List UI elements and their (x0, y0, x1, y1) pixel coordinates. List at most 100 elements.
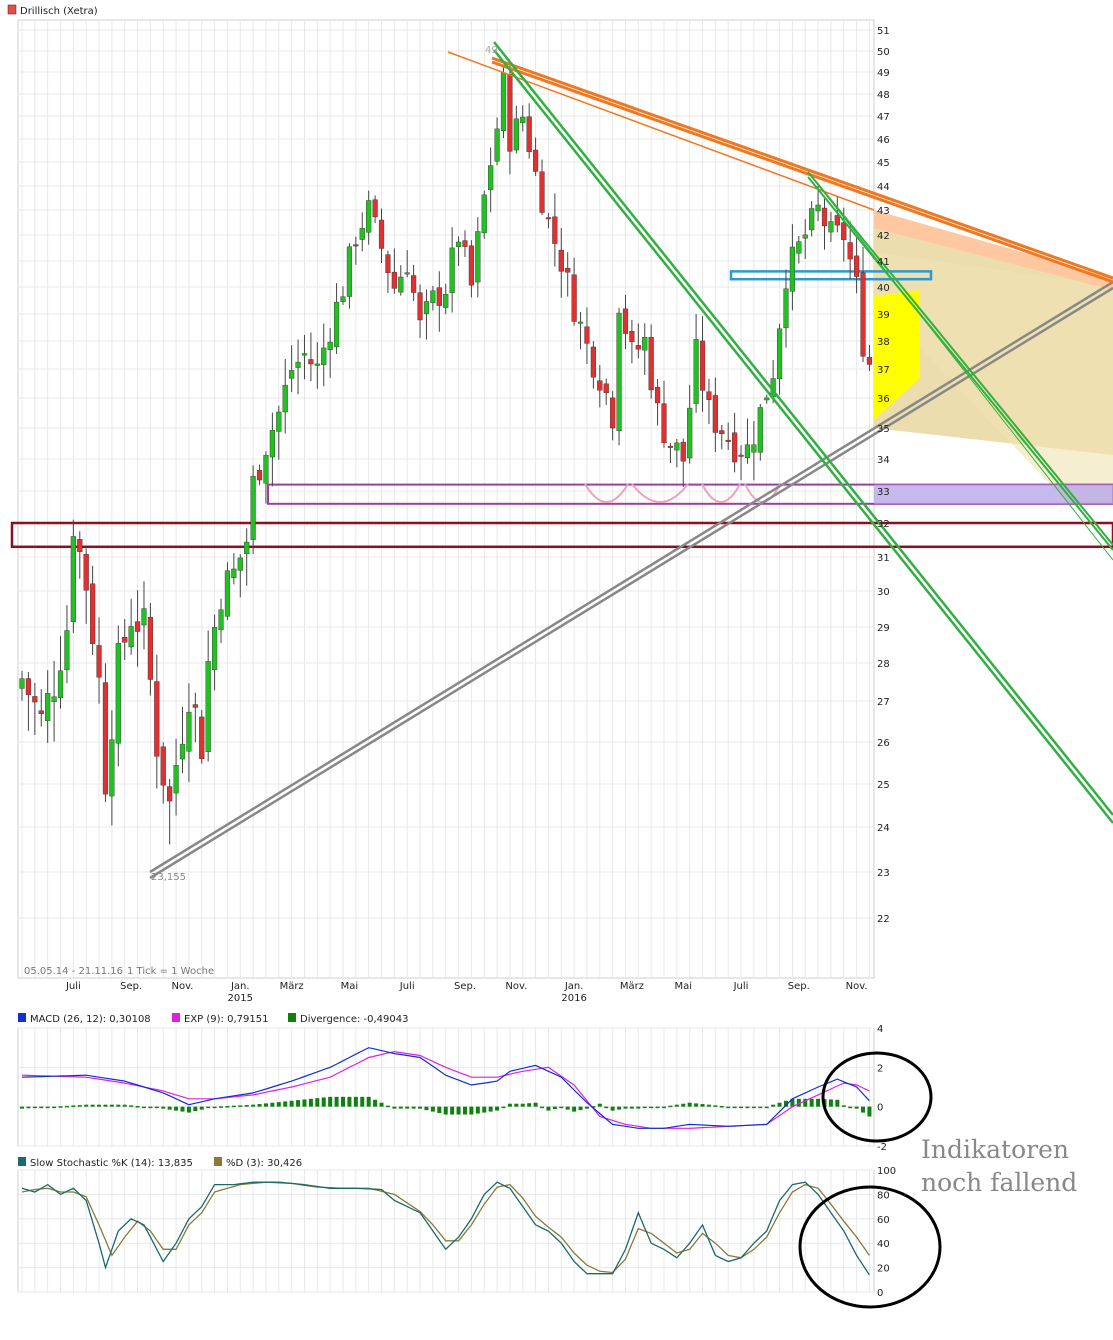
candle-body (186, 711, 192, 752)
candle-body (783, 288, 789, 329)
divergence-bar (719, 1106, 724, 1108)
candle-body (38, 710, 44, 714)
divergence-bar (289, 1100, 294, 1107)
pink-bottom-mark (584, 483, 629, 503)
candle-body (687, 407, 693, 459)
divergence-bar (816, 1098, 821, 1107)
candle-body (860, 272, 866, 357)
candle-body (160, 746, 166, 786)
divergence-bar (71, 1105, 76, 1107)
candle-body (289, 370, 295, 379)
divergence-bar (488, 1106, 493, 1112)
candle-body (359, 228, 365, 240)
divergence-bar (103, 1104, 108, 1107)
divergence-bar (193, 1106, 198, 1112)
candle-body (436, 287, 442, 306)
divergence-bar (77, 1105, 82, 1107)
price-tick-label: 28 (877, 659, 890, 670)
candle-body (725, 439, 731, 442)
candle-body (552, 216, 558, 244)
price-tick-label: 45 (877, 158, 890, 169)
divergence-bar (572, 1106, 577, 1112)
divergence-bar (771, 1104, 776, 1107)
candle-body (141, 608, 147, 626)
divergence-bar (861, 1106, 866, 1113)
divergence-bar (26, 1106, 31, 1109)
time-tick-label: Mai (674, 981, 692, 992)
divergence-bar (167, 1106, 172, 1110)
macd-panel: MACD (26, 12): 0,30108 EXP (9): 0,79151 … (17, 1013, 887, 1153)
candle-body (712, 395, 718, 433)
d-line (21, 1181, 870, 1274)
divergence-bar (687, 1102, 692, 1107)
divergence-bar (90, 1104, 95, 1107)
price-tick-label: 37 (877, 365, 890, 376)
time-tick-label: Mai (341, 981, 359, 992)
candle-body (314, 363, 320, 366)
divergence-bar (276, 1102, 281, 1107)
candle-body (757, 407, 763, 453)
price-panel: Drillisch (Xetra) 22 23 24 25 26 27 28 29 30 31 32… (7, 4, 1113, 1004)
candle-body (866, 356, 873, 365)
candle-body (597, 380, 603, 391)
time-tick-label: März (280, 981, 304, 992)
macd-plot (20, 1047, 872, 1129)
divergence-bar (867, 1106, 872, 1117)
divergence-bar (122, 1104, 127, 1107)
divergence-bar (251, 1104, 256, 1107)
divergence-bar (495, 1106, 500, 1111)
green-downtrend-main (493, 41, 1113, 816)
candle-body (513, 118, 519, 151)
divergence-bar (20, 1106, 24, 1109)
candle-body (64, 630, 70, 671)
divergence-bar (334, 1096, 339, 1107)
divergence-bar (828, 1099, 833, 1107)
divergence-bar (154, 1106, 159, 1109)
stochastic-axis: 0 20 40 60 80 100 (877, 1166, 896, 1299)
candle-body (19, 678, 25, 689)
divergence-bar (559, 1106, 564, 1109)
divergence-bar (732, 1106, 737, 1109)
divergence-bar (501, 1106, 506, 1109)
candle-body (96, 645, 102, 678)
divergence-bar (597, 1103, 602, 1107)
stochastic-tick-label: 0 (877, 1288, 883, 1299)
candle-body (616, 312, 622, 431)
year-tick-label: 2015 (228, 993, 253, 1004)
price-tick-label: 23 (877, 868, 890, 879)
divergence-bar (244, 1105, 249, 1107)
divergence-bar (283, 1101, 288, 1107)
candle-body (411, 275, 417, 293)
pink-bottom-mark (701, 483, 741, 503)
green-downtrend-short (807, 171, 1113, 546)
grey-support-line (149, 280, 1113, 874)
candle-body (353, 244, 359, 247)
candle-body (57, 670, 64, 699)
price-tick-label: 22 (877, 914, 890, 925)
candle-body (654, 386, 661, 404)
candle-body (847, 242, 853, 260)
divergence-bar (469, 1106, 474, 1115)
candle-body (674, 442, 680, 451)
candle-body (385, 254, 391, 273)
price-tick-label: 29 (877, 623, 890, 634)
purple-zone-fill (874, 484, 1113, 504)
candle-body (256, 469, 263, 481)
divergence-bar (347, 1096, 352, 1107)
annotation-lines (149, 41, 1113, 880)
divergence-bar (321, 1097, 326, 1107)
candle-body (751, 444, 757, 453)
divergence-bar (180, 1106, 185, 1112)
price-tick-label: 25 (877, 780, 890, 791)
divergence-bar (398, 1106, 403, 1109)
pink-bottom-mark (744, 483, 781, 503)
divergence-bar (302, 1099, 307, 1107)
candle-body (115, 643, 121, 744)
candle-body (622, 308, 629, 334)
divergence-bar (135, 1106, 140, 1108)
divergence-bar (681, 1103, 686, 1107)
macd-tick-label: -2 (877, 1142, 887, 1153)
candle-body (719, 430, 725, 434)
divergence-bar (751, 1106, 756, 1109)
candle-body (507, 74, 513, 152)
